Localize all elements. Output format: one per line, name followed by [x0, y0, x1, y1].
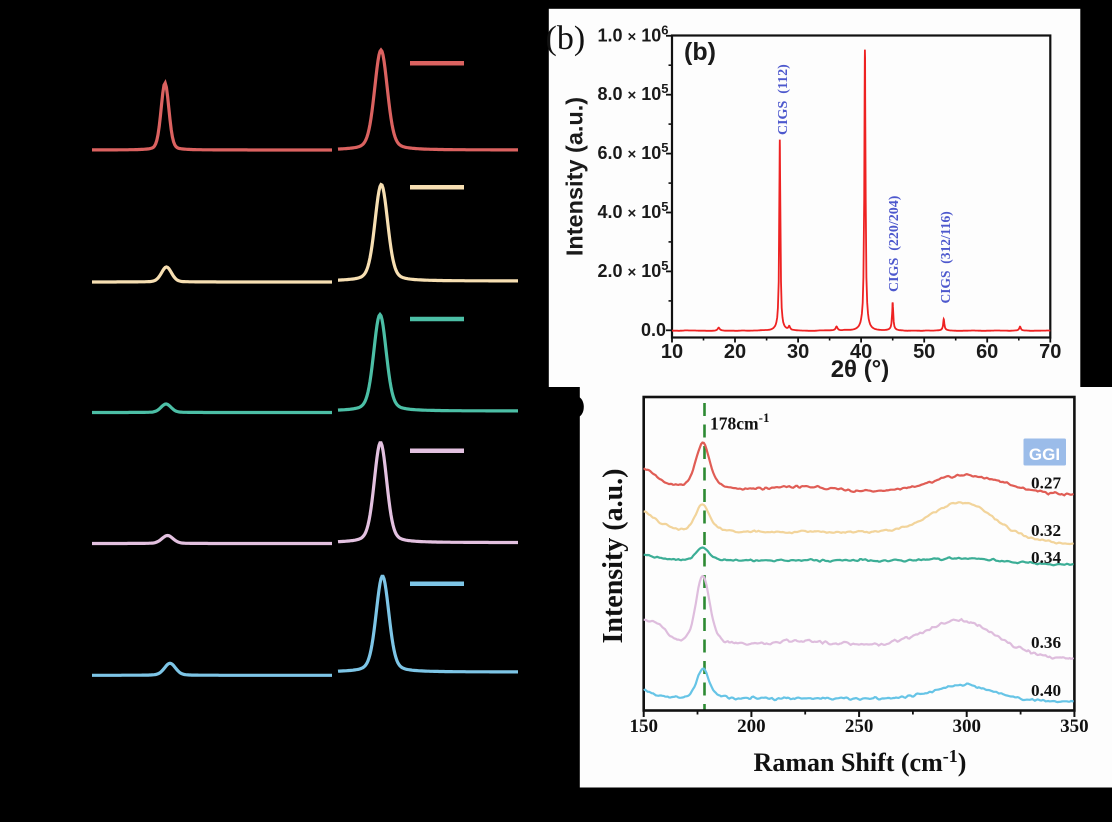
svg-text:(b): (b)	[684, 38, 716, 66]
svg-text:250: 250	[845, 716, 874, 737]
svg-text:2.0 × 105: 2.0 × 105	[597, 258, 668, 281]
svg-text:70: 70	[1039, 341, 1061, 363]
svg-text:0.40: 0.40	[1031, 681, 1061, 700]
svg-text:CIGS (312/116): CIGS (312/116)	[938, 211, 953, 303]
svg-text:60: 60	[976, 341, 998, 363]
svg-text:30: 30	[787, 341, 809, 363]
svg-text:0.36: 0.36	[1031, 633, 1061, 652]
svg-text:50: 50	[913, 341, 935, 363]
svg-text:350: 350	[1060, 716, 1089, 737]
svg-text:Intensity (a.u.): Intensity (a.u.)	[562, 97, 588, 256]
svg-text:(b): (b)	[546, 20, 586, 57]
svg-text:0.32: 0.32	[1031, 521, 1061, 540]
svg-text:6.0 × 105: 6.0 × 105	[597, 140, 668, 163]
svg-text:150: 150	[629, 716, 658, 737]
svg-text:CIGS (220/204): CIGS (220/204)	[887, 195, 902, 292]
svg-text:10: 10	[661, 341, 683, 363]
svg-text:300: 300	[952, 716, 981, 737]
svg-text:4.0 × 105: 4.0 × 105	[597, 199, 668, 222]
svg-text:20: 20	[724, 341, 746, 363]
svg-text:2θ (°): 2θ (°)	[831, 356, 890, 383]
svg-text:CIGS (112): CIGS (112)	[776, 64, 791, 135]
svg-text:0.34: 0.34	[1031, 548, 1061, 567]
svg-text:8.0 × 105: 8.0 × 105	[597, 81, 668, 104]
svg-text:0.0: 0.0	[641, 320, 666, 340]
svg-text:178cm-1: 178cm-1	[710, 410, 769, 434]
svg-text:1.0 × 106: 1.0 × 106	[597, 22, 668, 45]
svg-text:GGI: GGI	[1029, 445, 1060, 464]
svg-text:0.27: 0.27	[1031, 474, 1061, 493]
svg-text:200: 200	[737, 716, 766, 737]
svg-text:Intensity (a.u.): Intensity (a.u.)	[598, 468, 629, 643]
svg-text:Raman Shift (cm-1): Raman Shift (cm-1)	[754, 746, 967, 777]
svg-text:40: 40	[850, 341, 872, 363]
